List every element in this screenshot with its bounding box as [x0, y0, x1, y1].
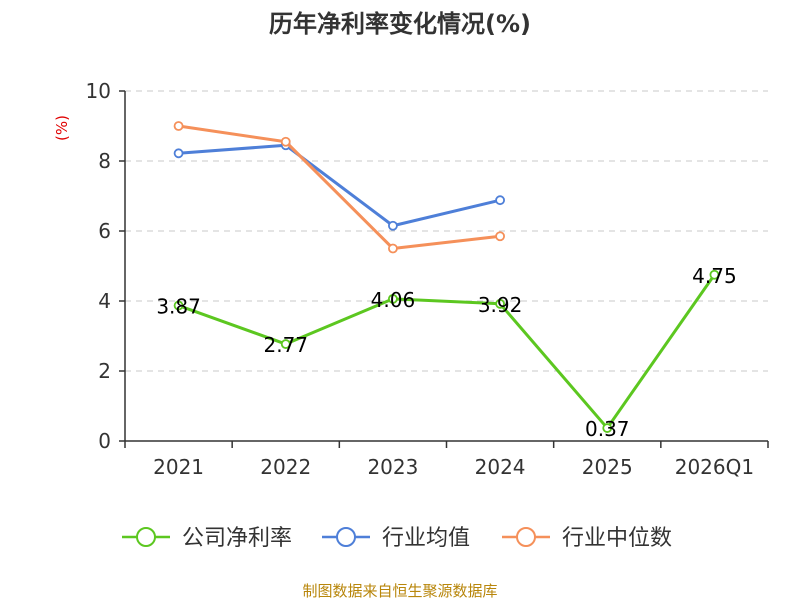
series-行业中位数	[173, 121, 505, 254]
y-axis-label: (%)	[53, 115, 71, 141]
series-line-公司净利率	[178, 273, 716, 430]
chart-title: 历年净利率变化情况(%)	[269, 10, 531, 38]
data-label-2024: 3.92	[478, 293, 523, 317]
data-label-2026Q1: 4.75	[692, 264, 737, 288]
x-tick-label-2021: 2021	[153, 455, 204, 479]
point-公司净利率-2021[interactable]	[173, 300, 184, 311]
x-tick-label-2023: 2023	[367, 455, 418, 479]
legend-label-行业均值: 行业均值	[382, 526, 470, 551]
x-tick-label-2024: 2024	[475, 455, 526, 479]
series-公司净利率: 3.87 2.77 4.06 3.92 0.37 4.75	[156, 264, 736, 441]
series-group: 3.87 2.77 4.06 3.92 0.37 4.75	[156, 121, 737, 441]
axes: 0 2 4 6 8 10 2021 2022 2023 2024 2025 2026Q1	[86, 79, 769, 479]
point-行业中位数-2021[interactable]	[173, 121, 184, 131]
data-label-2022: 2.77	[263, 333, 308, 357]
legend[interactable]: 公司净利率 行业均值 行业中位数	[122, 526, 672, 551]
y-tick-label-4: 4	[98, 289, 111, 313]
series-line-行业中位数	[178, 124, 501, 250]
legend-item-公司净利率[interactable]: 公司净利率	[122, 526, 292, 551]
series-line-行业均值	[178, 143, 501, 228]
y-tick-label-6: 6	[98, 219, 111, 243]
y-tick-label-10: 10	[86, 79, 111, 103]
y-tick-label-8: 8	[98, 149, 111, 173]
legend-marker-行业中位数	[516, 527, 536, 547]
legend-label-公司净利率: 公司净利率	[182, 526, 292, 551]
point-行业均值-2021[interactable]	[173, 148, 184, 159]
point-行业中位数-2024[interactable]	[495, 231, 505, 242]
x-tick-label-2026Q1: 2026Q1	[675, 455, 754, 479]
source-note: 制图数据来自恒生聚源数据库	[302, 582, 497, 600]
point-公司净利率-2024[interactable]	[495, 298, 505, 309]
point-行业中位数-2023[interactable]	[388, 243, 398, 254]
series-行业均值	[173, 140, 505, 231]
legend-item-行业均值[interactable]: 行业均值	[322, 526, 470, 551]
data-label-2023: 4.06	[371, 288, 416, 312]
y-tick-label-2: 2	[98, 359, 111, 383]
legend-label-行业中位数: 行业中位数	[562, 526, 672, 551]
point-公司净利率-2026Q1[interactable]	[709, 269, 720, 280]
point-公司净利率-2023[interactable]	[388, 293, 398, 304]
point-公司净利率-2025[interactable]	[602, 423, 613, 433]
legend-marker-公司净利率	[136, 527, 156, 547]
y-tick-label-0: 0	[98, 429, 111, 453]
legend-item-行业中位数[interactable]: 行业中位数	[502, 526, 672, 551]
point-行业均值-2023[interactable]	[388, 220, 398, 231]
legend-marker-行业均值	[336, 527, 356, 547]
x-tick-label-2025: 2025	[582, 455, 633, 479]
point-行业中位数-2022[interactable]	[280, 136, 291, 147]
data-label-2025: 0.37	[585, 417, 630, 441]
point-行业均值-2024[interactable]	[495, 195, 505, 206]
point-公司净利率-2022[interactable]	[280, 339, 291, 349]
x-tick-label-2022: 2022	[260, 455, 311, 479]
data-label-2021: 3.87	[156, 295, 201, 319]
